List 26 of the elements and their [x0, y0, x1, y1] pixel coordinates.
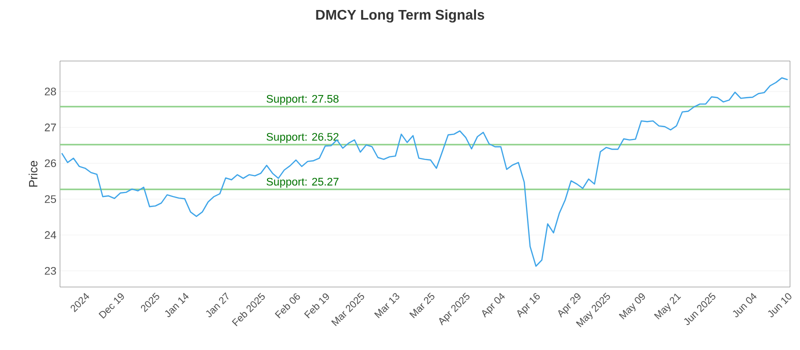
- chart-title: DMCY Long Term Signals: [316, 9, 484, 23]
- y-tick-label: 28: [44, 88, 56, 96]
- x-tick-label: May 21: [654, 294, 682, 320]
- y-tick-label: 24: [44, 231, 56, 239]
- x-tick-label: Jun 10: [768, 293, 792, 318]
- y-tick-label: 25: [44, 195, 56, 203]
- x-tick-label: Jun 04: [732, 292, 757, 318]
- x-tick-label: Dec 19: [98, 293, 124, 319]
- x-tick-label: Apr 16: [517, 293, 540, 318]
- ref-line-label: Support: 25.27: [266, 178, 338, 188]
- x-tick-label: Apr 04: [482, 292, 505, 318]
- ref-line-label: Support: 27.58: [266, 94, 339, 105]
- line-series: [61, 77, 788, 267]
- x-tick-label: Jan 14: [164, 292, 189, 318]
- x-tick-label: Mar 25: [409, 292, 434, 318]
- y-tick-label: 27: [44, 124, 56, 132]
- y-tick-label: 23: [44, 266, 56, 275]
- x-tick-label: Jan 27: [206, 292, 229, 318]
- x-tick-label: Feb 19: [304, 293, 329, 318]
- y-axis-title: Price: [28, 160, 38, 187]
- x-tick-label: Mar 13: [374, 293, 400, 318]
- ref-line-label: Support: 26.52: [266, 132, 338, 143]
- y-tick-label: 26: [44, 159, 56, 168]
- x-tick-label: Apr 29: [558, 293, 580, 318]
- x-tick-label: May 09: [618, 293, 645, 320]
- x-tick-label: Feb 06: [274, 293, 300, 318]
